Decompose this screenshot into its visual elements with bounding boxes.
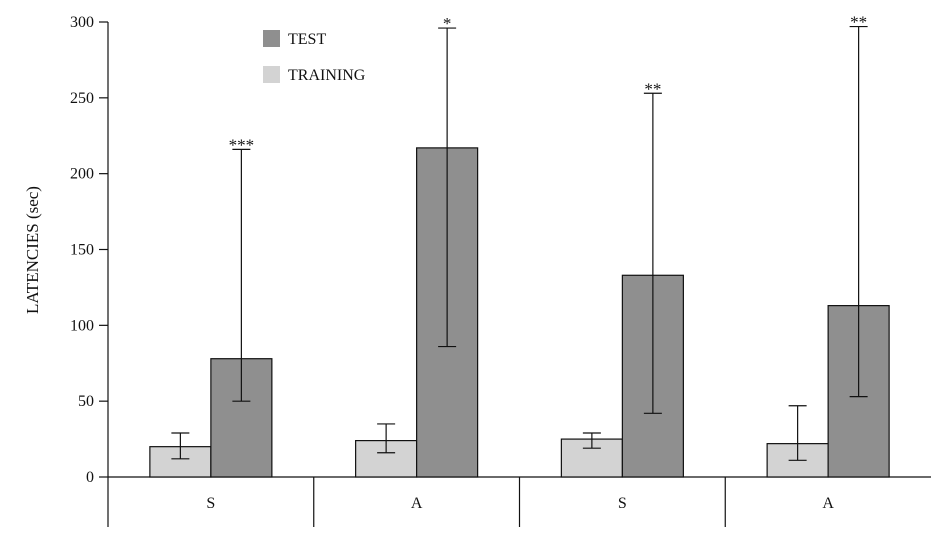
significance-label: ** [644,79,661,98]
significance-label: ** [850,13,867,32]
y-tick-label: 50 [78,393,94,410]
y-tick-label: 150 [70,242,94,259]
x-tick-label: A [411,495,423,512]
y-tick-label: 0 [86,469,94,486]
legend-label-test: TEST [288,31,326,48]
legend-label-training: TRAINING [288,67,366,84]
x-tick-label: A [822,495,834,512]
y-tick-label: 250 [70,90,94,107]
legend-swatch-training [263,66,280,83]
y-tick-label: 200 [70,166,94,183]
significance-label: * [443,14,452,33]
significance-label: *** [229,135,255,154]
x-tick-label: S [206,495,215,512]
legend: TEST TRAINING [263,30,366,84]
legend-swatch-test [263,30,280,47]
x-tick-label: S [618,495,627,512]
bars: ******** [149,13,890,478]
y-axis-label: LATENCIES (sec) [23,186,42,314]
y-tick-label: 300 [70,14,94,31]
y-tick-label: 100 [70,317,94,334]
